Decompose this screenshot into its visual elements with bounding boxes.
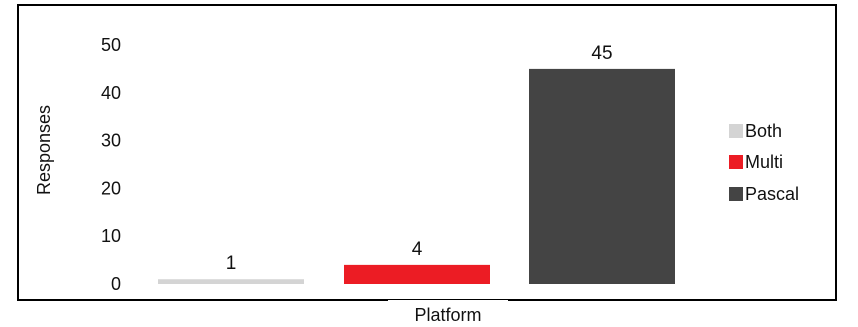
y-tick-label: 30 — [101, 131, 121, 151]
y-tick-label: 20 — [101, 178, 121, 198]
plot-frame — [17, 4, 837, 301]
data-labels: 1 4 45 — [226, 43, 613, 274]
y-tick-label: 0 — [111, 274, 121, 294]
y-axis-ticks: 0 10 20 30 40 50 — [101, 35, 121, 294]
bar-pascal — [529, 68, 675, 285]
x-axis-title-background — [388, 300, 508, 322]
x-axis-title: Platform — [414, 305, 481, 322]
legend-swatch-both — [729, 124, 743, 138]
legend-swatch-pascal — [729, 187, 743, 201]
bar-multi — [344, 264, 490, 284]
data-label-multi: 4 — [412, 239, 423, 260]
legend-label-pascal: Pascal — [745, 184, 799, 204]
legend-swatch-multi — [729, 155, 743, 169]
y-tick-label: 40 — [101, 83, 121, 103]
y-tick-label: 50 — [101, 35, 121, 55]
legend: Both Multi Pascal — [729, 121, 799, 204]
legend-label-multi: Multi — [745, 152, 783, 172]
y-axis-title: Responses — [34, 105, 54, 195]
legend-label-both: Both — [745, 121, 782, 141]
bars — [158, 68, 675, 285]
data-label-both: 1 — [226, 253, 237, 274]
bar-both — [158, 279, 304, 284]
data-label-pascal: 45 — [591, 43, 612, 64]
y-tick-label: 10 — [101, 226, 121, 246]
